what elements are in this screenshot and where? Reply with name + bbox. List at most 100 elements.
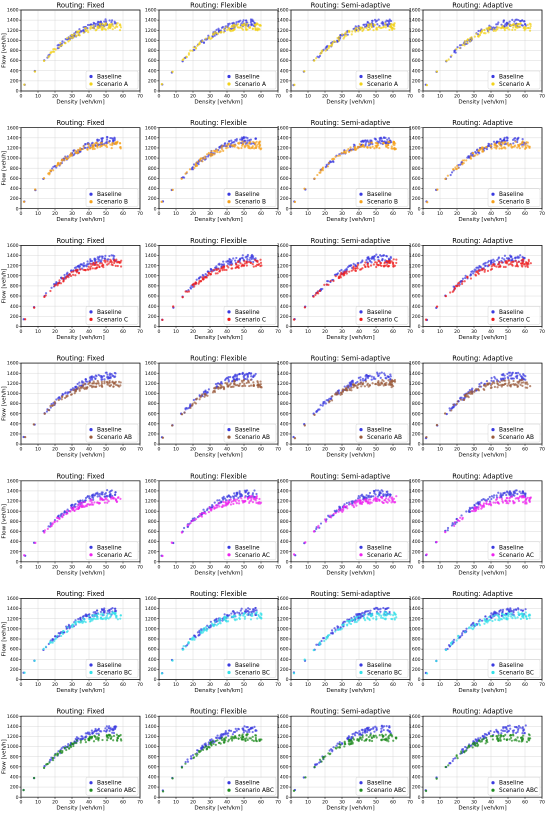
scenario-point (96, 146, 99, 149)
scenario-point (258, 384, 261, 387)
subplot-title: Routing: Adaptive (452, 355, 513, 363)
x-tick-label: 0 (20, 94, 23, 100)
scenario-point (102, 143, 105, 146)
scenario-point (170, 541, 174, 544)
baseline-point (477, 29, 480, 33)
y-tick-label: 400 (10, 186, 19, 192)
scenario-point (520, 262, 523, 265)
scenario-point (517, 382, 520, 385)
y-tick-label: 1600 (277, 125, 289, 131)
scenario-point (373, 147, 376, 150)
scenario-point (116, 384, 119, 387)
scenario-point (332, 157, 335, 160)
x-tick-label: 70 (137, 94, 143, 100)
scenario-point (514, 140, 517, 143)
baseline-point (108, 19, 111, 22)
scenario-point (75, 508, 78, 511)
legend-label-baseline: Baseline (367, 545, 392, 551)
baseline-point (101, 493, 104, 496)
baseline-point (370, 495, 373, 498)
y-tick-label: 1000 (7, 156, 19, 162)
x-tick-label: 0 (158, 211, 161, 217)
baseline-point (101, 257, 104, 260)
baseline-point (104, 371, 107, 374)
x-tick-label: 60 (120, 447, 126, 453)
baseline-point (385, 255, 389, 258)
scenario-point (483, 29, 486, 32)
x-tick-label: 70 (407, 329, 413, 335)
scenario-point (371, 382, 374, 385)
scenario-point (372, 29, 375, 32)
baseline-point (518, 256, 521, 259)
baseline-point (91, 494, 94, 497)
scenario-point (379, 496, 383, 499)
baseline-point (73, 503, 76, 506)
x-axis-label: Density [veh/km] (194, 100, 242, 106)
y-tick-label: 1400 (277, 18, 289, 24)
scenario-point (233, 379, 236, 383)
scenario-point (374, 499, 377, 503)
baseline-point (227, 140, 231, 143)
scenario-point (367, 498, 370, 501)
scenario-point (57, 398, 60, 402)
y-tick-label: 800 (10, 48, 19, 54)
baseline-point (231, 495, 234, 498)
legend-marker-baseline (491, 192, 495, 196)
legend-marker-scenario (491, 317, 495, 321)
y-tick-label: 0 (16, 206, 19, 212)
baseline-point (222, 260, 225, 263)
baseline-point (108, 494, 111, 498)
baseline-point (104, 254, 107, 257)
y-tick-label: 1600 (409, 125, 421, 131)
scenario-point (379, 383, 382, 386)
baseline-point (236, 373, 239, 376)
baseline-point (322, 402, 325, 405)
y-tick-label: 1600 (277, 478, 289, 484)
scenario-point (89, 262, 92, 266)
scenario-point (342, 151, 346, 154)
baseline-point (324, 165, 327, 169)
scenario-point (74, 390, 77, 393)
scenario-point (91, 503, 95, 506)
scenario-point (496, 386, 499, 389)
scenario-point (194, 46, 197, 50)
scenario-point (371, 145, 374, 148)
scenario-point (104, 23, 107, 26)
scenario-point (468, 391, 472, 394)
scenario-point (346, 507, 349, 510)
baseline-point (351, 379, 354, 383)
y-tick-label: 1600 (145, 478, 157, 484)
scenario-point (93, 147, 96, 151)
x-tick-label: 70 (407, 447, 413, 453)
baseline-point (515, 375, 519, 378)
baseline-point (114, 491, 117, 494)
scenario-point (251, 145, 254, 148)
baseline-point (360, 493, 364, 496)
scenario-point (347, 29, 351, 32)
scenario-point (344, 387, 347, 391)
y-tick-label: 1200 (145, 499, 157, 505)
y-tick-label: 800 (412, 166, 421, 172)
baseline-point (223, 142, 227, 145)
subplot-title: Routing: Semi-adaptive (311, 2, 391, 10)
scenario-point (347, 385, 350, 388)
baseline-point (244, 136, 248, 139)
scenario-point (461, 280, 464, 283)
x-tick-label: 10 (173, 564, 179, 570)
scenario-point (446, 174, 449, 177)
scenario-point (234, 262, 238, 266)
subplot-title: Routing: Semi-adaptive (311, 237, 391, 245)
baseline-point (523, 20, 526, 23)
scenario-point (92, 24, 95, 27)
scenario-point (476, 271, 480, 274)
scenario-point (476, 153, 479, 156)
baseline-point (519, 375, 523, 378)
scenario-point (355, 504, 358, 507)
scenario-point (260, 264, 263, 267)
legend-label-baseline: Baseline (499, 192, 524, 198)
